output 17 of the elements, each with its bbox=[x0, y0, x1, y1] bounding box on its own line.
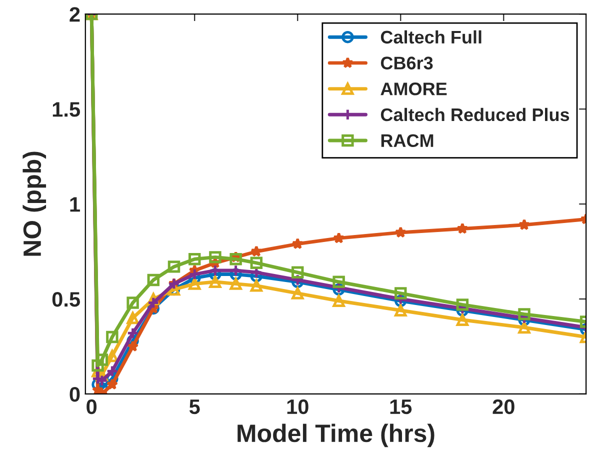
x-tick-label: 0 bbox=[86, 399, 97, 414]
legend-label: AMORE bbox=[380, 82, 447, 96]
x-axis-title: Model Time (hrs) bbox=[238, 424, 434, 448]
y-tick-label: 0.5 bbox=[52, 292, 80, 307]
legend-label: Caltech Reduced Plus bbox=[380, 108, 570, 122]
legend-label: CB6r3 bbox=[380, 56, 433, 70]
y-tick-label: 0 bbox=[70, 386, 80, 402]
y-tick-label: 1 bbox=[70, 197, 80, 212]
x-tick-label: 15 bbox=[390, 400, 412, 414]
x-tick-label: 20 bbox=[492, 399, 514, 414]
x-tick-label: 5 bbox=[189, 400, 200, 414]
y-tick-label: 1.5 bbox=[52, 102, 80, 117]
x-tick-label: 10 bbox=[287, 399, 308, 414]
legend-label: RACM bbox=[381, 134, 434, 148]
y-tick-label: 2 bbox=[70, 7, 80, 22]
legend-label: Caltech Full bbox=[380, 30, 482, 44]
y-axis-title: NO (ppb) bbox=[22, 152, 46, 256]
